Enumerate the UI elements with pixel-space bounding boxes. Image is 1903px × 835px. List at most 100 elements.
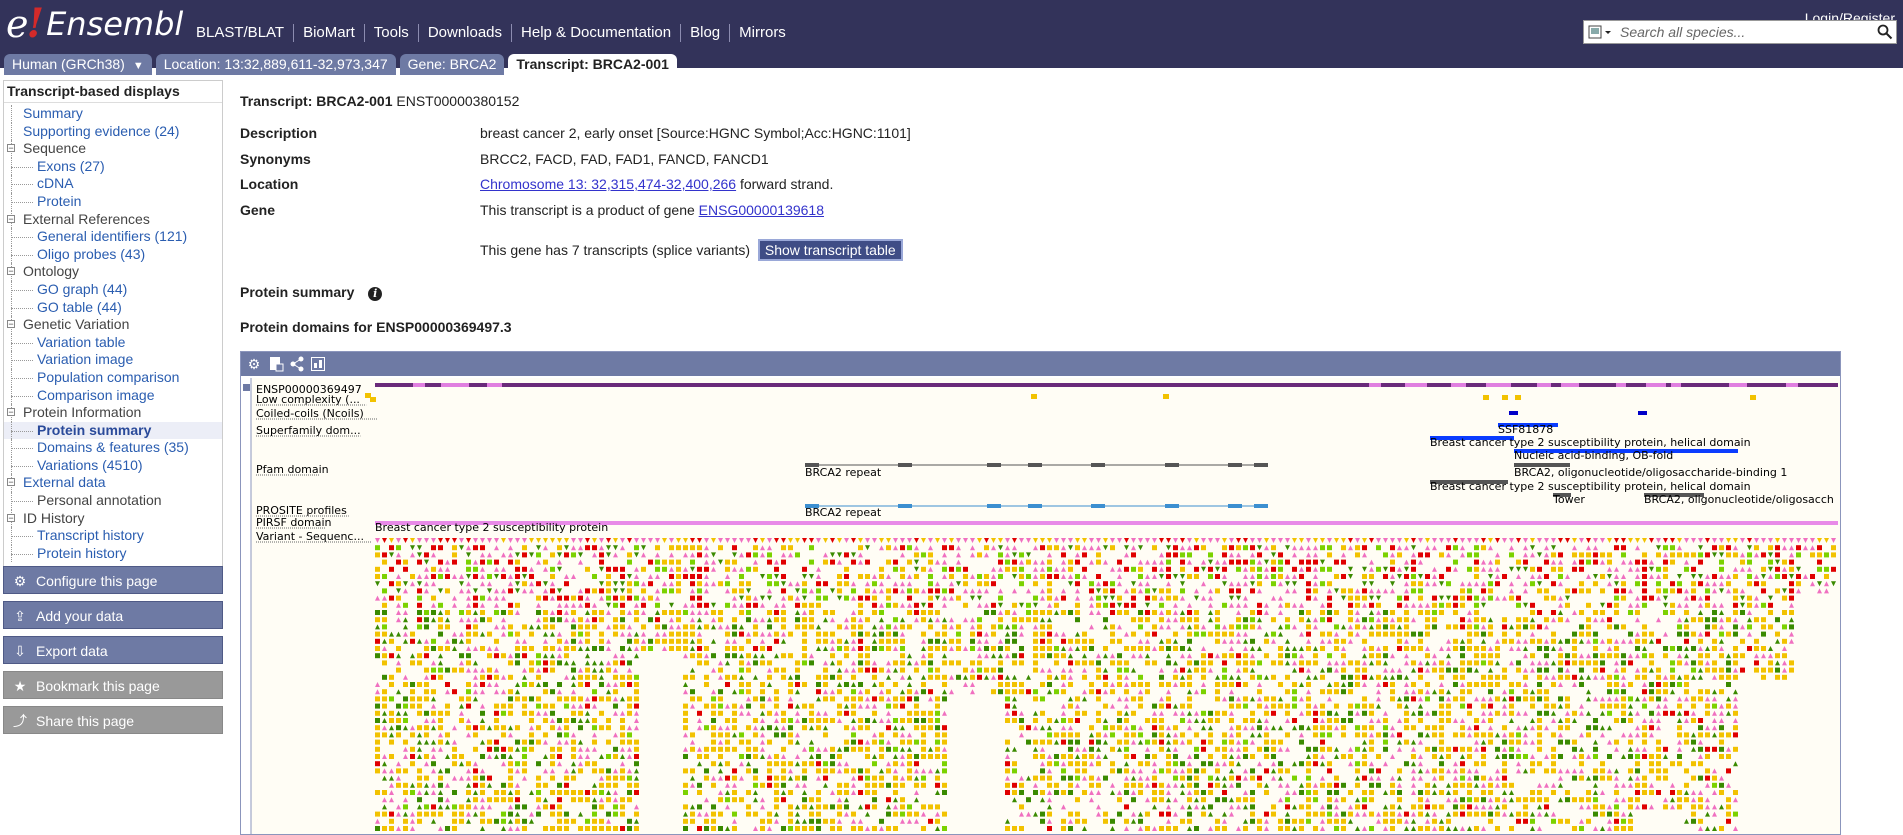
nav-item[interactable]: Supporting evidence (24) [4,122,222,141]
collapse-icon[interactable]: − [7,266,15,277]
variant-mark [1327,602,1332,608]
collapse-icon[interactable]: − [7,143,15,154]
variant-mark [1047,653,1052,659]
nav-item[interactable]: Exons (27) [4,157,222,176]
species-select-icon[interactable] [1588,24,1614,40]
variant-mark [900,545,905,551]
nav-item[interactable]: Summary [4,105,222,123]
variant-mark [1033,811,1038,817]
show-transcript-table-button[interactable]: Show transcript table [757,239,903,261]
nav-item[interactable]: Personal annotation [4,492,222,510]
top-nav-item[interactable]: Blog [680,24,729,42]
collapse-icon[interactable]: − [7,319,15,330]
variant-mark [746,682,751,687]
nav-item[interactable]: Variations (4510) [4,456,222,475]
export-image-icon[interactable] [268,356,284,372]
tab-0[interactable]: Human (GRCh38) ▼ [4,54,152,75]
variant-mark [1530,624,1535,630]
ensembl-logo[interactable]: e ! Ensembl [6,2,183,47]
variant-mark [571,638,576,644]
tool-button[interactable]: ⇪ Add your data [3,601,223,629]
tool-button[interactable]: ★ Bookmark this page [3,671,223,699]
tab-3[interactable]: Transcript: BRCA2-001 [508,54,677,75]
nav-item[interactable]: Variation image [4,351,222,369]
variant-mark [1222,696,1227,702]
tab-1[interactable]: Location: 13:32,889,611-32,973,347 [155,54,396,75]
variant-mark [1327,653,1332,659]
variant-mark [1369,826,1374,831]
nav-item[interactable]: − Protein Information [4,404,222,422]
search-icon[interactable] [1877,24,1893,40]
nav-item[interactable]: Transcript history [4,527,222,545]
variant-mark [711,624,716,630]
collapse-icon[interactable]: − [7,512,15,523]
search-input[interactable]: Search all species... [1620,24,1746,40]
nav-item[interactable]: GO graph (44) [4,280,222,299]
variant-mark [1306,588,1311,594]
top-nav-item[interactable]: Help & Documentation [511,24,680,42]
variant-mark [795,602,800,608]
nav-item[interactable]: Comparison image [4,386,222,405]
configure-image-icon[interactable]: ⚙ [247,356,261,372]
nav-item[interactable]: − Ontology [4,263,222,281]
variant-mark [620,797,625,803]
variant-mark [725,574,730,579]
tool-button[interactable]: ⤴ Share this page [3,706,223,734]
dropdown-arrow-icon[interactable]: ▼ [132,60,144,72]
variant-mark [1040,667,1045,673]
nav-item[interactable]: − External References [4,210,222,229]
variant-mark [921,653,926,659]
variant-mark [1250,646,1255,651]
tab-2[interactable]: Gene: BRCA2 [399,54,505,75]
tree-branch [11,360,33,362]
variant-mark [1537,538,1542,543]
tool-button[interactable]: ⇩ Export data [3,636,223,664]
search-box[interactable]: Search all species... [1583,20,1897,44]
variant-mark [718,674,723,680]
variant-mark [942,566,947,572]
variant-mark [893,754,898,759]
variant-mark [487,739,492,745]
variant-mark [872,602,877,608]
tool-button[interactable]: ⚙ Configure this page [3,566,223,594]
nav-item[interactable]: Protein summary [4,421,222,440]
nav-item[interactable]: − External data [4,474,222,493]
info-icon[interactable]: i [368,287,383,301]
nav-item[interactable]: − ID History [4,509,222,528]
collapse-icon[interactable]: − [7,477,15,488]
nav-item[interactable]: Variation table [4,333,222,352]
nav-item[interactable]: Population comparison [4,368,222,387]
variant-mark [1523,732,1528,738]
variant-mark [921,674,926,680]
nav-item[interactable]: Protein [4,192,222,211]
collapse-icon[interactable]: − [7,213,15,224]
top-nav-item[interactable]: Mirrors [729,24,795,42]
nav-item[interactable]: − Sequence [4,140,222,158]
location-link[interactable]: Chromosome 13: 32,315,474-32,400,266 [480,176,737,192]
nav-item[interactable]: − Genetic Variation [4,316,222,334]
top-nav-item[interactable]: Tools [363,24,418,42]
nav-item[interactable]: Domains & features (35) [4,439,222,457]
variant-mark [375,581,380,587]
nav-item[interactable]: General identifiers (121) [4,228,222,246]
resize-image-icon[interactable] [310,356,326,372]
gene-link[interactable]: ENSG00000139618 [698,202,824,218]
variant-mark [732,653,737,659]
nav-item[interactable]: Oligo probes (43) [4,245,222,264]
top-nav-item[interactable]: Downloads [417,24,511,42]
collapse-icon[interactable]: − [7,407,15,418]
nav-item[interactable]: cDNA [4,175,222,193]
nav-item[interactable]: Protein history [4,544,222,563]
variant-mark [1215,574,1220,579]
variant-mark [1096,811,1101,817]
variant-mark [431,602,436,608]
nav-item[interactable]: GO table (44) [4,298,222,317]
variant-mark [851,811,856,817]
top-nav-item[interactable]: BioMart [293,24,364,42]
variant-mark [1229,811,1234,817]
top-nav-item[interactable]: BLAST/BLAT [196,24,285,41]
share-image-icon[interactable] [289,356,305,372]
variant-mark [585,631,590,637]
variant-mark [1082,566,1087,572]
